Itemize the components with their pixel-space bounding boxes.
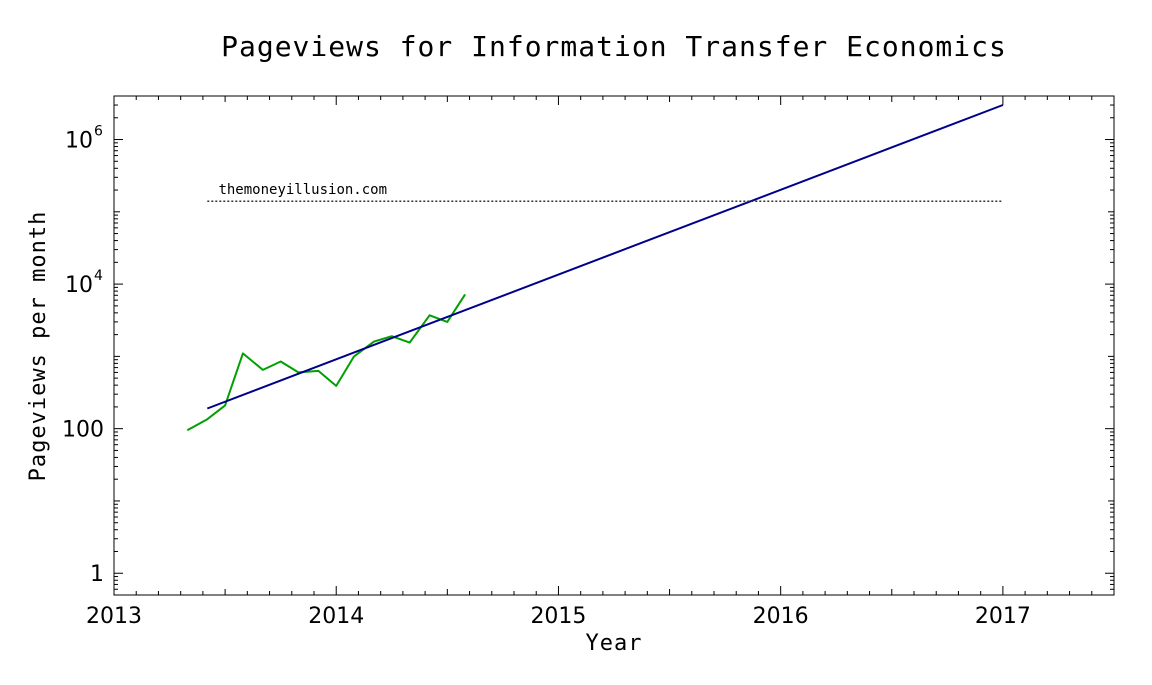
y-tick-label-exponent: 4: [94, 268, 103, 284]
y-axis-label: Pageviews per month: [26, 211, 51, 482]
series-group: themoneyillusion.com: [186, 104, 1004, 432]
series-line-0: [186, 293, 466, 432]
axis-ticks: [113, 95, 1115, 596]
y-tick-label: 100: [62, 418, 104, 443]
x-tick-label: 2013: [86, 604, 142, 629]
x-tick-label: 2015: [530, 604, 586, 629]
annotation-label: themoneyillusion.com: [218, 182, 387, 198]
x-tick-label: 2016: [753, 604, 809, 629]
plot-frame: [113, 95, 1115, 596]
y-tick-label-exponent: 6: [94, 124, 103, 140]
y-tick-label: 1: [90, 562, 104, 587]
x-tick-label: 2017: [975, 604, 1031, 629]
x-axis-label: Year: [586, 631, 643, 656]
y-tick-label: 10: [65, 273, 93, 298]
chart-title: Pageviews for Information Transfer Econo…: [221, 30, 1007, 63]
y-tick-label: 10: [65, 129, 93, 154]
x-tick-label: 2014: [308, 604, 364, 629]
series-line-1: [206, 104, 1004, 410]
